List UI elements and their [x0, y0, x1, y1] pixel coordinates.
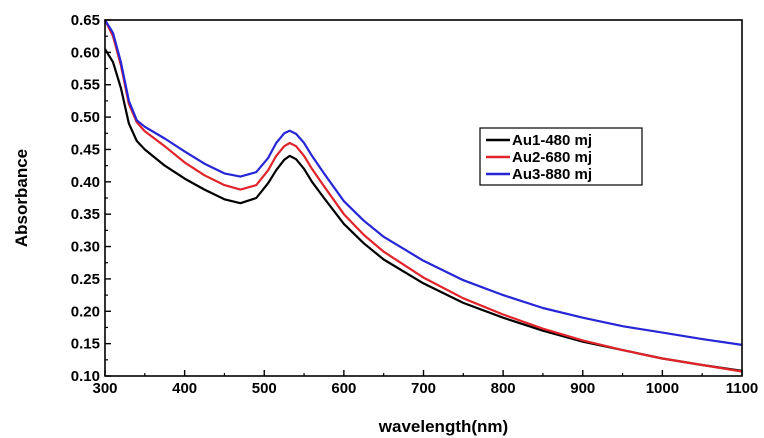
x-tick-label: 1000 [646, 380, 679, 397]
y-tick-label: 0.20 [71, 303, 100, 320]
axes-layer: 300 400 500 600 700 800 900 1000 1100 0.10 0.15 0.2… [71, 12, 758, 397]
x-tick-label: 400 [172, 380, 197, 397]
y-tick-label: 0.60 [71, 44, 100, 61]
series-line-2 [104, 19, 743, 373]
legend-label-2: Au2-680 mj [512, 149, 592, 166]
x-tick-label: 800 [491, 380, 516, 397]
y-tick-label: 0.15 [71, 336, 100, 353]
legend-label-1: Au1-480 mj [512, 132, 592, 149]
y-tick-label: 0.45 [71, 141, 100, 158]
x-tick-label: 900 [570, 380, 595, 397]
y-tick-label: 0.65 [71, 12, 100, 29]
x-tick-label: 700 [411, 380, 436, 397]
y-tick-label: 0.10 [71, 368, 100, 385]
y-tick-label: 0.40 [71, 174, 100, 191]
y-tick-label: 0.55 [71, 77, 100, 94]
plot-layer [104, 19, 743, 373]
y-tick-label: 0.30 [71, 239, 100, 256]
y-tick-label: 0.35 [71, 206, 100, 223]
x-tick-label: 1100 [726, 380, 759, 397]
x-tick-label: 500 [252, 380, 277, 397]
x-tick-label: 600 [331, 380, 356, 397]
x-tick-label: 300 [92, 380, 117, 397]
series-line-3 [104, 19, 743, 346]
y-axis-title: Absorbance [12, 149, 31, 247]
y-tick-label: 0.50 [71, 109, 100, 126]
y-tick-label: 0.25 [71, 271, 100, 288]
x-axis-title: wavelength(nm) [378, 417, 508, 436]
series-line-1 [104, 48, 743, 372]
legend-label-3: Au3-880 mj [512, 166, 592, 183]
